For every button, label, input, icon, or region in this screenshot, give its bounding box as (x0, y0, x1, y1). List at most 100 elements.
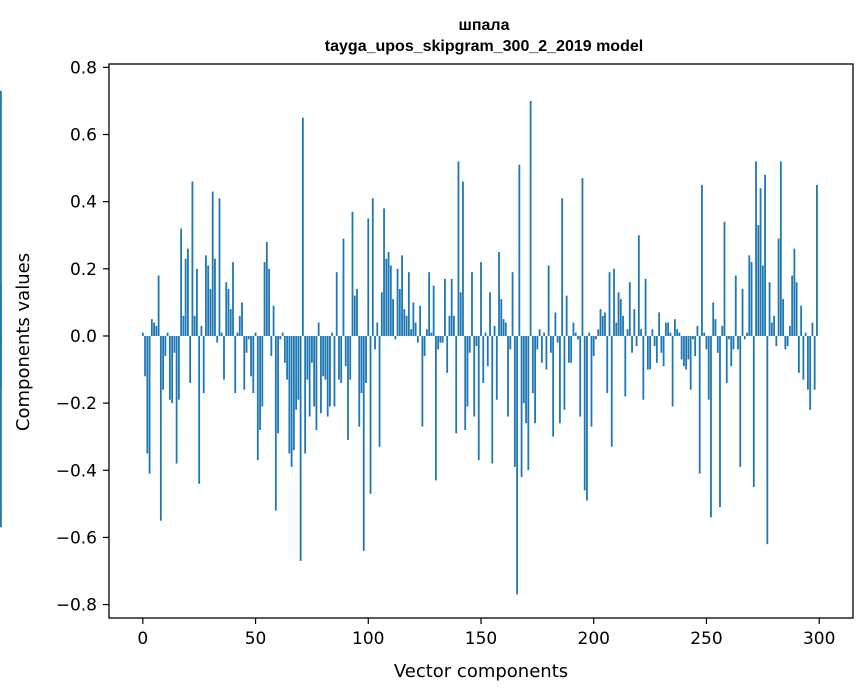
bar-86 (335, 272, 338, 336)
bar-112 (394, 335, 397, 340)
bar-128 (430, 332, 433, 336)
bar-119 (410, 329, 413, 336)
bar-115 (401, 255, 403, 336)
bar-55 (265, 241, 268, 336)
bar-265 (739, 335, 742, 467)
bar-89 (342, 238, 345, 336)
bar-212 (619, 299, 622, 336)
bar-45 (243, 335, 246, 390)
bar-235 (671, 335, 674, 407)
bar-152 (484, 332, 487, 336)
bar-282 (777, 238, 780, 336)
bar-234 (669, 332, 672, 336)
bar-21 (189, 335, 192, 383)
bar-132 (439, 335, 442, 343)
ticks-group: 0 50 100 150 200 250 300 −0.8 −0.6 −0.4 −0.2 0.0 0.2… (56, 58, 836, 649)
bar-208 (610, 335, 613, 447)
bar-178 (543, 332, 546, 336)
bar-99 (365, 335, 367, 383)
bar-65 (288, 335, 291, 454)
bar-292 (800, 305, 803, 336)
bar-117 (405, 315, 408, 336)
bar-88 (340, 335, 343, 383)
bar-96 (358, 335, 361, 427)
bar-20 (187, 248, 189, 336)
bar-211 (617, 292, 620, 336)
bar-291 (797, 335, 800, 373)
bar-127 (428, 272, 431, 336)
bar-250 (705, 335, 708, 350)
bar-287 (788, 325, 791, 336)
bar-101 (369, 335, 372, 494)
bar-116 (403, 309, 406, 336)
bar-140 (457, 161, 460, 336)
bar-59 (274, 335, 277, 511)
bar-22 (191, 181, 194, 336)
bar-61 (279, 335, 282, 340)
bar-151 (482, 335, 485, 383)
x-axis-label: Vector components (394, 661, 568, 682)
bar-247 (698, 335, 701, 474)
bar-137 (450, 278, 453, 336)
bar-79 (320, 335, 322, 414)
bar-107 (383, 208, 385, 336)
bar-273 (757, 225, 760, 336)
bar-94 (353, 295, 356, 336)
y-tick-label: 0.6 (70, 126, 97, 146)
x-tick-label: 200 (578, 629, 610, 649)
bar-25 (198, 335, 201, 484)
bar-279 (770, 322, 773, 336)
bar-174 (534, 335, 537, 424)
bar-9 (162, 335, 165, 390)
bar-194 (579, 335, 582, 417)
bar-223 (644, 278, 647, 336)
bar-16 (177, 335, 180, 400)
y-tick-label: −0.8 (56, 596, 97, 616)
bar-92 (349, 335, 352, 380)
bar-147 (473, 335, 476, 417)
bar-7 (157, 275, 160, 336)
bar-270 (750, 262, 753, 336)
bar-242 (687, 335, 690, 360)
bar-33 (216, 335, 219, 343)
bar-258 (723, 221, 726, 336)
bar-114 (398, 288, 401, 336)
bar-34 (218, 198, 221, 336)
x-tick-label: 50 (245, 629, 267, 649)
y-axis-label: Components values (13, 253, 34, 431)
y-tick-label: −0.6 (56, 528, 97, 548)
bar-204 (601, 315, 604, 336)
bar-76 (313, 335, 316, 407)
bar-229 (658, 312, 661, 336)
bar-undefined (0, 335, 2, 387)
bar-30 (209, 288, 212, 336)
bar-122 (416, 335, 419, 343)
bar-139 (455, 335, 458, 434)
bar-142 (462, 181, 464, 336)
bar-27 (202, 335, 205, 394)
bar-184 (556, 335, 559, 343)
bar-37 (225, 282, 228, 336)
bar-272 (755, 161, 757, 336)
bar-264 (737, 335, 739, 350)
bar-253 (712, 302, 715, 336)
bar-224 (646, 335, 649, 370)
bar-129 (432, 285, 435, 336)
bar-298 (813, 335, 816, 390)
x-tick-label: 0 (137, 629, 148, 649)
bar-207 (608, 272, 611, 336)
bar-74 (308, 335, 311, 417)
bar-35 (220, 332, 223, 336)
bar-44 (241, 302, 243, 336)
bar-111 (392, 299, 394, 336)
bar-191 (572, 322, 575, 336)
bar-238 (678, 332, 681, 336)
chart-title: шпала (459, 17, 510, 34)
bar-217 (631, 335, 633, 353)
bar-63 (283, 335, 286, 363)
bar-245 (694, 335, 697, 357)
bar-294 (804, 332, 807, 336)
bar-46 (245, 335, 248, 353)
bar-200 (592, 335, 595, 357)
